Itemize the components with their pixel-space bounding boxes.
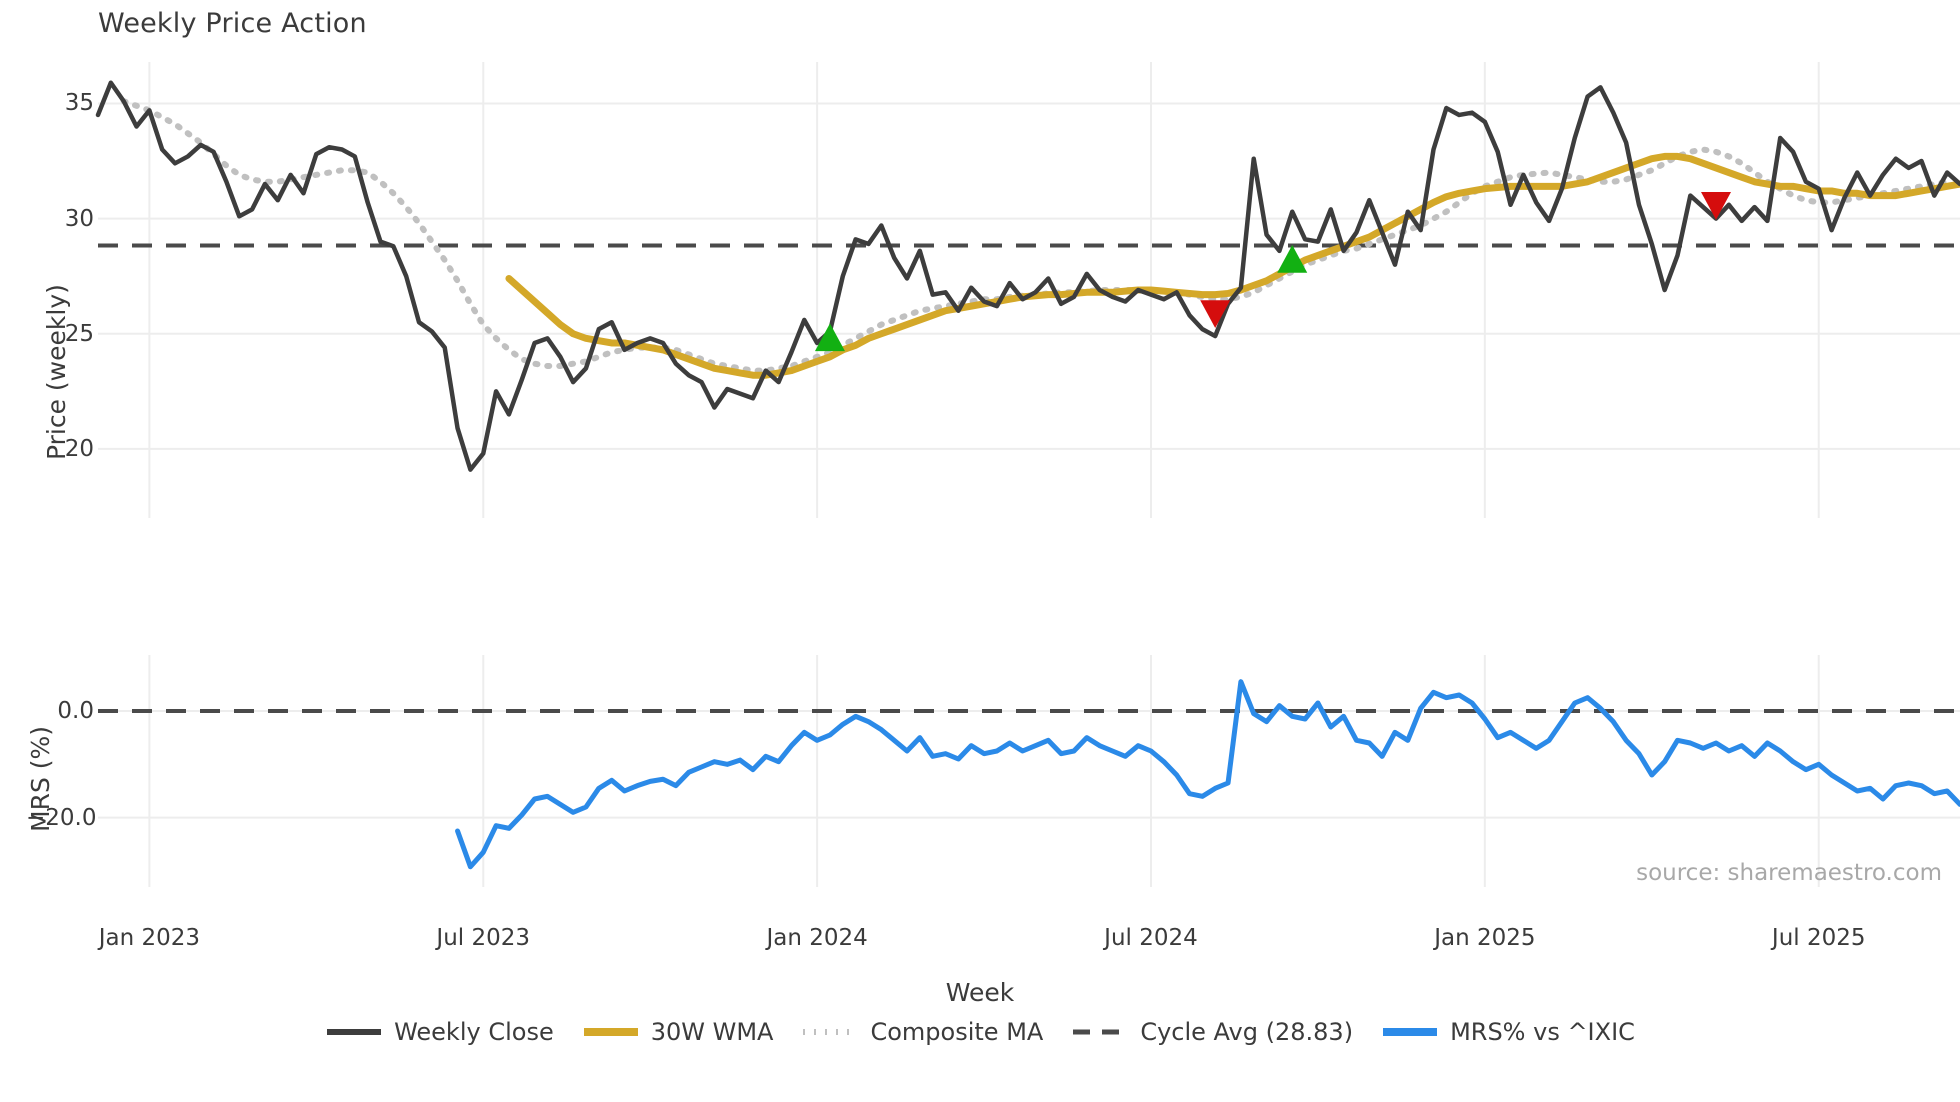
series-line-mrs-vs-ixic [455, 679, 1960, 870]
legend-item-cycle-avg-28-83[interactable]: Cycle Avg (28.83) [1071, 1018, 1353, 1046]
legend-item-label: 30W WMA [650, 1018, 774, 1046]
source-watermark: source: sharemaestro.com [1636, 860, 1942, 886]
y-tick-label: 20 [64, 435, 94, 462]
buy-signal-marker [814, 323, 845, 352]
legend-item-composite-ma[interactable]: Composite MA [801, 1018, 1043, 1046]
sell-signal-marker [1200, 300, 1231, 329]
price-plot-area [95, 62, 1960, 518]
x-tick-label: Jul 2024 [1104, 925, 1198, 951]
line-solid-icon [583, 1028, 638, 1036]
line-solid-icon [327, 1029, 382, 1035]
chart-title: Weekly Price Action [98, 8, 367, 39]
x-tick-label: Jul 2025 [1771, 925, 1866, 951]
x-axis-label: Week [945, 978, 1015, 1007]
series-line-weekly-close [95, 80, 1960, 472]
x-tick-label: Jan 2024 [766, 925, 868, 951]
x-axis-ticks: Jan 2023 Jul 2023 Jan 2024 Jul 2024 Jan 2025… [0, 925, 1960, 959]
series-line-30w-wma [505, 152, 1960, 379]
legend-item-mrs-vs-ixic[interactable]: MRS% vs ^IXIC [1381, 1018, 1635, 1046]
legend-item-label: Weekly Close [394, 1018, 554, 1046]
mrs-y-axis-label: MRS (%) [26, 725, 55, 832]
legend-item-label: Cycle Avg (28.83) [1140, 1018, 1354, 1046]
x-tick-label: Jul 2023 [436, 925, 531, 951]
mrs-plot-area [98, 655, 1960, 887]
legend-item-30w-wma[interactable]: 30W WMA [582, 1018, 774, 1046]
y-tick-label: 25 [64, 320, 94, 347]
chart-legend: Weekly Close 30W WMA Composite MA Cycle Avg… [0, 1018, 1960, 1046]
legend-item-label: MRS% vs ^IXIC [1450, 1018, 1635, 1046]
line-dotted-icon [803, 1029, 858, 1035]
y-tick-label: 0.0 [57, 698, 94, 724]
y-tick-label: −20.0 [26, 804, 97, 831]
y-tick-label: 35 [64, 90, 94, 117]
legend-item-label: Composite MA [870, 1018, 1044, 1046]
x-tick-label: Jan 2023 [98, 925, 201, 951]
line-solid-icon [1383, 1028, 1438, 1036]
y-tick-label: 30 [64, 205, 94, 232]
x-tick-label: Jan 2025 [1434, 925, 1536, 951]
series-line-composite-ma [120, 98, 1951, 374]
price-y-axis-label: Price (weekly) [42, 284, 71, 460]
line-dashed-icon [1073, 1029, 1128, 1035]
sell-signal-marker [1701, 192, 1732, 220]
legend-item-weekly-close[interactable]: Weekly Close [325, 1018, 554, 1046]
buy-signal-marker [1277, 245, 1308, 273]
